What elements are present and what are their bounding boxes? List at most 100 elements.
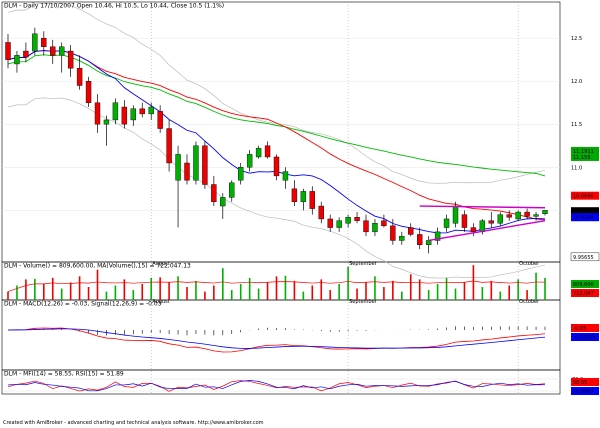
macd-line [7,327,546,353]
candle-body [533,214,539,217]
price-tag-text: 10.6666 [573,194,594,200]
macd-tag-text: -0.03259 [573,335,595,341]
month-label: September [349,299,378,305]
candle-body [363,220,369,233]
candle-body [255,148,262,158]
rsi-line [7,380,546,392]
mfi-tag [571,378,599,386]
volume-ma-line [7,280,546,292]
mfi-tag [571,387,599,395]
candle-body [139,108,145,115]
candle-body [23,50,29,58]
candle-body [282,171,289,181]
price-tag [571,146,599,155]
candle-body [372,223,378,233]
candle-body [193,145,199,181]
price-panel-frame [1,1,561,263]
candle-body [94,102,101,125]
candle-body [524,211,530,217]
candle-body [166,128,172,164]
candle-body [488,220,494,224]
candle-body [291,188,298,202]
ma-red [7,50,546,221]
candle-body [506,214,512,218]
candle-body [14,55,20,65]
candle-body [184,162,190,181]
price-tag-text: 10.4204 [573,215,594,221]
y-tick-label: 11.0 [571,165,582,171]
signal-line [7,328,546,349]
bollinger-lower [7,97,546,279]
candle-body [300,191,307,202]
volume-tag [571,289,599,297]
price-tag-text: 11.1911 [573,149,594,155]
candle-body [229,182,235,198]
candle-body [121,106,128,125]
candle-body [381,220,387,227]
candle-body [443,218,450,228]
macd-tag [571,333,599,341]
candle-body [399,235,405,241]
candle-body [130,108,137,121]
candle-body [336,220,342,228]
candle-body [390,225,396,241]
candle-body [515,211,521,220]
candle-body [470,227,477,233]
price-tag-text: 10.5 [573,209,584,215]
mfi-tag-text: 58.55 [573,380,587,386]
mfi-tag-text: 50.8861 [573,389,594,395]
price-tag [571,207,599,216]
candle-body [264,145,271,158]
macd-panel-frame [1,299,561,371]
candle-body [5,42,11,60]
y-tick-label: 11.5 [571,122,582,128]
trendline [428,219,546,242]
candle-body [417,234,423,245]
month-label: October [519,261,540,267]
price-tag-text: 9.95655 [573,255,594,261]
candle-body [354,217,360,221]
candle-body [220,197,226,207]
price-tag [570,252,600,262]
price-tag [571,191,599,200]
candle-body [327,218,333,228]
candle-body [157,111,163,129]
candle-body [273,156,280,177]
macd-title: DLM - MACD(12,26) = -0.03, Signal(12,26,… [4,301,162,308]
price-title: DLM - Daily 17/10/2007 Open 10.46, Hi 10… [4,3,224,10]
candle-body [309,191,315,209]
candle-body [461,214,468,228]
candle-body [425,240,432,245]
y-tick-label: 12.5 [571,36,582,42]
candle-body [408,227,414,235]
price-tag [571,152,599,161]
candle-body [497,214,503,224]
candle-body [32,33,38,52]
candle-body [175,154,181,181]
candle-body [434,231,441,241]
volume-tag [571,280,599,288]
month-label: October [519,299,540,305]
candle-body [237,167,244,181]
price-tag-text: 11.155 [573,155,591,161]
volume-tag-text: 809,600 [573,282,594,288]
volume-title: DLM - Volume() = 809,600.00, MA(Volume()… [4,263,191,270]
mfi-panel-frame [1,369,561,395]
candle-body [246,154,253,168]
mfi-line [7,380,546,392]
candle-body [41,37,47,47]
candle-body [345,217,351,224]
candle-body [59,46,65,56]
candle-body [542,210,548,214]
macd-tag-text: -0.03 [573,326,586,332]
candle-body [452,205,459,224]
footer-credit: Created with AmiBroker - advanced charti… [3,420,264,426]
y-tick-label: 12.0 [571,79,582,85]
candle-body [148,106,154,115]
candle-body [202,145,208,185]
candle-body [103,119,110,125]
month-label: August [152,299,170,305]
month-label: August [152,261,170,267]
price-tag [571,213,599,222]
candle-body [112,102,119,121]
